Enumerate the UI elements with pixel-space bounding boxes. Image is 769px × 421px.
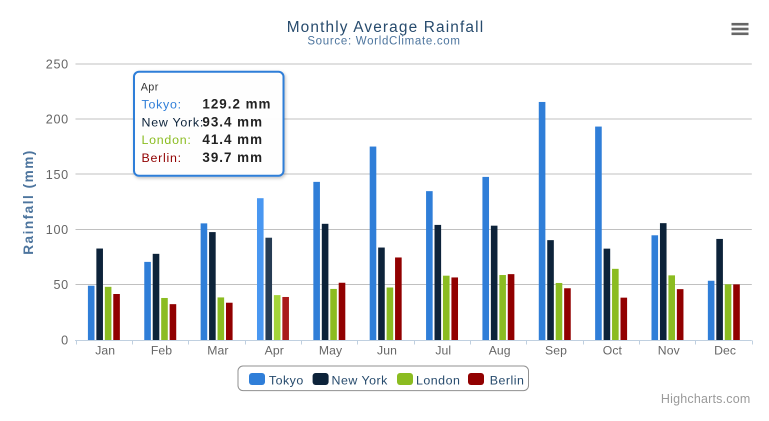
svg-text:Tokyo:: Tokyo: — [142, 98, 182, 112]
svg-text:129.2 mm: 129.2 mm — [202, 97, 271, 112]
svg-text:Rainfall (mm): Rainfall (mm) — [21, 149, 36, 255]
svg-text:Mar: Mar — [207, 344, 228, 358]
svg-text:39.7 mm: 39.7 mm — [202, 150, 263, 165]
svg-text:Sep: Sep — [545, 344, 567, 358]
svg-text:150: 150 — [46, 168, 69, 182]
svg-text:41.4 mm: 41.4 mm — [202, 132, 263, 147]
svg-text:London: London — [416, 373, 460, 387]
svg-text:93.4 mm: 93.4 mm — [202, 114, 263, 129]
svg-text:200: 200 — [46, 113, 69, 127]
svg-text:Jul: Jul — [435, 344, 451, 358]
svg-text:Tokyo: Tokyo — [269, 373, 304, 387]
svg-text:Jun: Jun — [377, 344, 397, 358]
svg-text:London:: London: — [142, 133, 192, 147]
svg-text:May: May — [319, 344, 343, 358]
svg-text:Monthly Average Rainfall: Monthly Average Rainfall — [287, 19, 485, 36]
svg-text:New York:: New York: — [142, 115, 205, 129]
svg-text:Source: WorldClimate.com: Source: WorldClimate.com — [307, 36, 460, 48]
svg-text:Oct: Oct — [603, 344, 623, 358]
svg-text:Apr: Apr — [141, 82, 159, 94]
svg-text:Jan: Jan — [95, 344, 115, 358]
svg-text:Dec: Dec — [714, 344, 736, 358]
svg-text:0: 0 — [61, 333, 69, 347]
svg-text:50: 50 — [53, 278, 68, 292]
svg-text:Aug: Aug — [489, 344, 511, 358]
svg-text:Berlin: Berlin — [490, 373, 525, 387]
svg-text:Feb: Feb — [151, 344, 172, 358]
svg-text:100: 100 — [46, 223, 69, 237]
svg-text:New York: New York — [332, 373, 389, 387]
svg-text:250: 250 — [46, 58, 69, 72]
svg-text:Berlin:: Berlin: — [142, 151, 182, 165]
svg-text:Nov: Nov — [658, 344, 681, 358]
svg-text:Highcharts.com: Highcharts.com — [661, 392, 751, 406]
svg-text:Apr: Apr — [265, 344, 284, 358]
